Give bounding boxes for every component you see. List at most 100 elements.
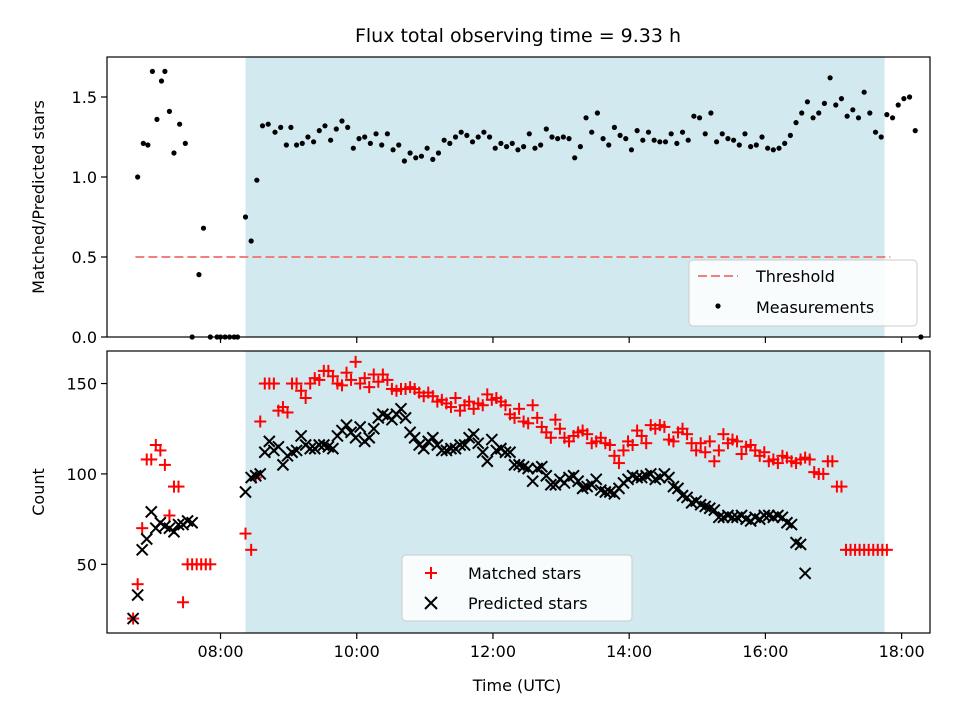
plot-frame bbox=[106, 56, 931, 338]
measurement-point bbox=[617, 132, 623, 138]
predicted-star-point bbox=[798, 567, 812, 580]
predicted-star-point bbox=[340, 418, 353, 432]
measurement-point bbox=[804, 99, 811, 105]
measurement-point bbox=[521, 144, 527, 150]
measurement-point bbox=[634, 128, 640, 134]
predicted-star-point bbox=[417, 442, 430, 455]
legend-threshold-label: Threshold bbox=[755, 267, 835, 286]
measurement-point bbox=[356, 136, 362, 142]
matched-star-point bbox=[163, 509, 176, 522]
measurement-point bbox=[424, 145, 430, 151]
predicted-star-point bbox=[394, 402, 408, 416]
measurement-point bbox=[713, 139, 720, 145]
matched-star-point bbox=[358, 372, 371, 385]
matched-star-point bbox=[544, 431, 557, 444]
measurement-point bbox=[753, 142, 759, 148]
measurement-point bbox=[776, 145, 782, 151]
measurement-point bbox=[889, 115, 896, 121]
measurement-point bbox=[158, 78, 165, 84]
measurement-point bbox=[628, 147, 635, 153]
measurement-point bbox=[145, 142, 151, 148]
matched-star-point bbox=[326, 370, 339, 383]
measurement-point bbox=[367, 140, 373, 146]
y-axis-ticks: 50 100 150 bbox=[66, 375, 107, 574]
predicted-star-point bbox=[521, 462, 535, 475]
measurement-point bbox=[299, 140, 305, 146]
measurement-point bbox=[895, 102, 901, 108]
predicted-star-point bbox=[363, 431, 376, 444]
ratio-panel: 0.0 0.5 1.0 1.5 Matched/Predicted stars Thr… bbox=[29, 56, 931, 347]
measurement-point bbox=[248, 238, 254, 244]
measurement-point bbox=[259, 123, 266, 129]
measurement-point bbox=[135, 174, 141, 180]
predicted-star-point bbox=[526, 474, 539, 488]
predicted-star-point bbox=[167, 525, 181, 538]
predicted-star-point bbox=[444, 442, 458, 455]
matched-star-point bbox=[735, 448, 748, 461]
measurement-point bbox=[810, 115, 816, 121]
predicted-star-point bbox=[785, 518, 798, 531]
measurement-point bbox=[702, 131, 708, 137]
matched-star-point bbox=[499, 399, 512, 412]
matched-star-point bbox=[681, 428, 694, 441]
measurement-point bbox=[742, 131, 748, 137]
measurement-point bbox=[254, 177, 260, 183]
x-tick-label: 16:00 bbox=[742, 642, 788, 661]
matched-star-point bbox=[239, 527, 252, 540]
y-tick-label: 150 bbox=[66, 375, 97, 394]
measurement-point bbox=[878, 134, 884, 140]
matched-star-point bbox=[758, 446, 771, 459]
measurement-point bbox=[177, 121, 183, 127]
y-tick-label: 0.0 bbox=[72, 328, 97, 347]
measurement-point bbox=[844, 113, 850, 119]
measurement-point bbox=[140, 140, 146, 146]
measurement-point bbox=[696, 115, 703, 121]
measurement-point bbox=[430, 156, 436, 162]
measurement-point bbox=[311, 139, 317, 145]
measurement-point bbox=[384, 131, 390, 137]
predicted-star-point bbox=[794, 538, 807, 551]
matched-star-point bbox=[708, 455, 721, 468]
predicted-star-point bbox=[303, 442, 317, 455]
measurement-point bbox=[288, 124, 294, 130]
matched-star-point bbox=[245, 543, 258, 556]
matched-star-point bbox=[131, 578, 144, 591]
measurement-point bbox=[396, 142, 402, 148]
measurement-point bbox=[162, 68, 168, 74]
measurement-point bbox=[765, 145, 771, 151]
matched-star-point bbox=[349, 355, 362, 368]
matched-star-point bbox=[449, 392, 462, 404]
y-tick-label: 50 bbox=[77, 555, 97, 574]
measurement-point bbox=[861, 89, 867, 95]
measurement-point bbox=[549, 134, 555, 140]
measurement-points bbox=[135, 68, 924, 340]
measurement-point bbox=[725, 136, 731, 142]
predicted-star-point bbox=[499, 446, 512, 459]
measurement-point bbox=[526, 131, 532, 137]
measurement-point bbox=[458, 129, 464, 135]
measurement-point bbox=[538, 142, 544, 148]
predicted-star-point bbox=[571, 474, 585, 488]
measurement-point bbox=[651, 137, 657, 143]
matched-star-point bbox=[526, 399, 539, 412]
measurement-point bbox=[736, 142, 742, 148]
matched-star-point bbox=[608, 449, 621, 462]
measurement-point bbox=[272, 129, 278, 135]
matched-star-point bbox=[731, 435, 744, 448]
matched-star-point bbox=[667, 435, 680, 448]
predicted-star-point bbox=[471, 436, 485, 450]
measurement-point bbox=[782, 140, 788, 146]
measurement-point bbox=[509, 140, 515, 146]
matched-star-point bbox=[177, 596, 190, 609]
matched-star-point bbox=[313, 373, 326, 386]
measurement-point bbox=[469, 139, 476, 145]
matched-star-point bbox=[299, 392, 312, 404]
y-tick-label: 1.5 bbox=[72, 88, 97, 107]
y-tick-label: 100 bbox=[66, 465, 97, 484]
measurement-point bbox=[492, 145, 498, 151]
matched-star-point bbox=[158, 458, 171, 471]
matched-star-point bbox=[444, 401, 457, 414]
measurement-point bbox=[821, 100, 828, 106]
predicted-star-point bbox=[535, 460, 548, 473]
